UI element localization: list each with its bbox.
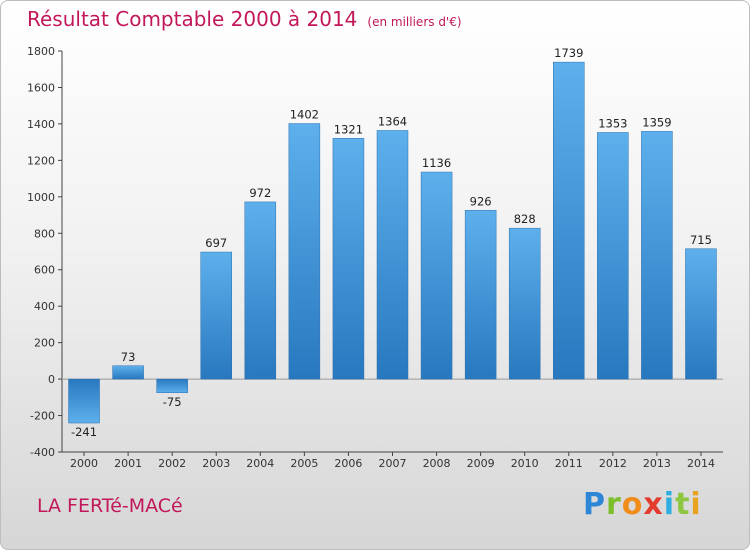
bar: [156, 378, 188, 394]
bar: [288, 123, 321, 380]
y-tick-label: 0: [48, 373, 55, 386]
bar-value-label: 697: [205, 236, 227, 250]
x-tick-label: 2002: [158, 457, 186, 470]
proxiti-logo: Proxiti: [583, 487, 702, 522]
x-tick-label: 2011: [555, 457, 583, 470]
y-tick-label: 400: [34, 300, 55, 313]
bar-value-label: 828: [514, 212, 536, 226]
bar: [685, 248, 717, 380]
x-tick-label: 2010: [511, 457, 539, 470]
y-tick-label: 1400: [27, 118, 55, 131]
y-tick-label: 600: [34, 264, 55, 277]
y-tick-label: 1000: [27, 191, 55, 204]
bar: [464, 210, 497, 380]
bar: [332, 138, 365, 380]
x-tick-label: 2000: [70, 457, 98, 470]
y-tick-label: 200: [34, 337, 55, 350]
bar: [68, 378, 100, 424]
bar-value-label: -241: [71, 425, 97, 439]
x-tick-label: 2008: [423, 457, 451, 470]
bar: [420, 171, 453, 380]
bar-value-label: 715: [690, 233, 712, 247]
bar-value-label: 73: [121, 350, 136, 364]
chart-title-block: Résultat Comptable 2000 à 2014 (en millie…: [27, 7, 462, 31]
y-tick-label: 800: [34, 227, 55, 240]
bar-value-label: 972: [249, 186, 271, 200]
x-tick-label: 2009: [467, 457, 495, 470]
bar-value-label: 1321: [334, 122, 363, 136]
chart-unit: (en milliers d'€): [367, 15, 462, 29]
bar-value-label: 1136: [422, 156, 451, 170]
bar-value-label: 1739: [554, 46, 583, 60]
bar: [200, 251, 232, 380]
x-tick-label: 2003: [202, 457, 230, 470]
y-tick-label: -200: [30, 410, 55, 423]
bar: [112, 365, 144, 380]
bar-value-label: 1402: [290, 108, 319, 122]
bar-value-label: 1353: [598, 116, 627, 130]
x-tick-label: 2006: [334, 457, 362, 470]
bar: [244, 201, 277, 380]
x-tick-label: 2014: [687, 457, 715, 470]
bar: [597, 132, 629, 380]
bar: [376, 130, 409, 380]
x-tick-label: 2007: [379, 457, 407, 470]
y-tick-label: 1600: [27, 81, 55, 94]
chart-title: Résultat Comptable 2000 à 2014: [27, 7, 358, 31]
bar: [553, 61, 585, 380]
x-tick-label: 2001: [114, 457, 142, 470]
bar-value-label: 926: [470, 194, 492, 208]
y-tick-label: 1800: [27, 45, 55, 58]
x-tick-label: 2004: [246, 457, 274, 470]
bar-value-label: -75: [163, 395, 182, 409]
x-tick-label: 2005: [290, 457, 318, 470]
bar-value-label: 1364: [378, 114, 407, 128]
x-tick-label: 2013: [643, 457, 671, 470]
bar: [508, 227, 541, 380]
bar-value-label: 1359: [642, 115, 671, 129]
y-tick-label: -400: [30, 446, 55, 459]
bar: [641, 131, 673, 380]
y-tick-label: 1200: [27, 154, 55, 167]
town-name: LA FERTé-MACé: [37, 495, 183, 517]
x-tick-label: 2012: [599, 457, 627, 470]
